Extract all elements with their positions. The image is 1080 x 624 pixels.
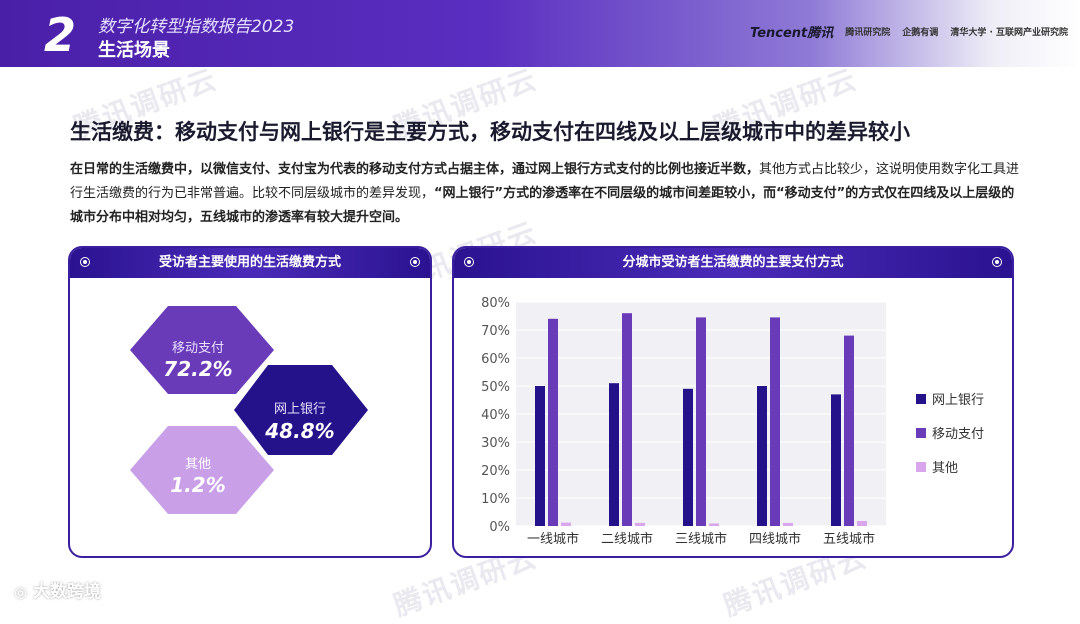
bar-mobile-payment xyxy=(548,318,558,526)
section-number: 2 xyxy=(44,8,77,62)
y-tick-label: 80% xyxy=(481,296,510,311)
bar-other xyxy=(561,522,571,526)
legend-swatch xyxy=(916,462,926,472)
hex-value-other: 1.2% xyxy=(170,473,225,497)
hex-other xyxy=(130,426,274,514)
bar-chart: 0% 10% 20% 30% 40% 50% 60% 70% 80% 一线城市 二线城市 三线城市 四线… xyxy=(481,296,984,547)
tencent-logo: Tencent腾讯 xyxy=(750,26,834,41)
hex-label-other: 其他 xyxy=(185,457,211,472)
legend-label: 其他 xyxy=(932,461,958,476)
tencent-research-logo: 腾讯研究院 xyxy=(845,28,891,38)
hexagon-graphic: 移动支付 72.2% 网上银行 48.8% 其他 1.2% xyxy=(130,306,368,514)
hex-label-online: 网上银行 xyxy=(274,402,326,417)
bar-mobile-payment xyxy=(696,317,706,526)
y-tick-label: 10% xyxy=(481,492,510,507)
summary-paragraph: 在日常的生活缴费中，以微信支付、支付宝为代表的移动支付方式占据主体，通过网上银行… xyxy=(70,158,1024,230)
bar-other xyxy=(783,522,793,526)
y-tick-label: 40% xyxy=(481,408,510,423)
bullet-icon xyxy=(992,257,1002,267)
y-tick-label: 70% xyxy=(481,324,510,339)
tsinghua-logo: 清华大学 · 互联网产业研究院 xyxy=(950,28,1068,38)
bar-online-banking xyxy=(757,386,767,526)
partner-logos: Tencent腾讯 腾讯研究院 企鹅有调 清华大学 · 互联网产业研究院 xyxy=(750,22,1068,41)
x-tick-label: 三线城市 xyxy=(675,531,727,547)
y-tick-label: 60% xyxy=(481,352,510,367)
hex-mobile-payment xyxy=(130,306,274,394)
bar-mobile-payment xyxy=(622,313,632,526)
legend-label: 网上银行 xyxy=(932,393,984,408)
x-tick-label: 四线城市 xyxy=(749,531,801,547)
bar-other xyxy=(709,523,719,526)
summary-bold-1: 在日常的生活缴费中，以微信支付、支付宝为代表的移动支付方式占据主体，通过网上银行… xyxy=(70,162,760,177)
bullet-icon xyxy=(464,257,474,267)
legend-swatch xyxy=(916,428,926,438)
summary-text: 其他方式占比较少，这说明使用数字化工具进行生活缴费的行为已非常普遍。比较不同层级… xyxy=(70,162,1020,201)
footer-brand-text: 大数跨境 xyxy=(33,582,102,602)
legend-label: 移动支付 xyxy=(932,427,984,442)
payment-method-panel: 受访者主要使用的生活缴费方式 移动支付 72.2% 网上银行 48.8% 其他 … xyxy=(68,246,432,558)
legend-swatch xyxy=(916,394,926,404)
bullet-icon xyxy=(410,257,420,267)
summary-bold-2: “网上银行”方式的渗透率在不同层级的城市间差距较小，而“移动支付”的方式仅在四线… xyxy=(70,186,1015,225)
report-title: 数字化转型指数报告2023 xyxy=(98,17,295,37)
bar-online-banking xyxy=(535,386,545,526)
brand-icon: ◎ xyxy=(14,583,28,601)
right-panel-title: 分城市受访者生活缴费的主要支付方式 xyxy=(454,248,1012,278)
bar-mobile-payment xyxy=(844,335,854,526)
bar-mobile-payment xyxy=(770,317,780,526)
hex-value-online: 48.8% xyxy=(264,419,334,443)
bullet-icon xyxy=(80,257,90,267)
footer-brand: ◎ 大数跨境 xyxy=(14,577,101,602)
header-bar: 2 数字化转型指数报告2023 生活场景 Tencent腾讯 腾讯研究院 企鹅有… xyxy=(0,0,1080,67)
slide-headline: 生活缴费：移动支付与网上银行是主要方式，移动支付在四线及以上层级城市中的差异较小 xyxy=(70,120,910,144)
bar-online-banking xyxy=(609,383,619,526)
bar-online-banking xyxy=(683,388,693,526)
left-panel-title: 受访者主要使用的生活缴费方式 xyxy=(70,248,430,278)
bar-other xyxy=(857,520,867,526)
x-tick-label: 一线城市 xyxy=(527,531,579,547)
hex-value-mobile: 72.2% xyxy=(163,357,232,381)
y-tick-label: 30% xyxy=(481,436,510,451)
y-tick-label: 50% xyxy=(481,380,510,395)
hex-label-mobile: 移动支付 xyxy=(172,341,224,356)
hex-online-banking xyxy=(234,365,368,455)
penguin-survey-logo: 企鹅有调 xyxy=(902,28,939,38)
y-tick-label: 20% xyxy=(481,464,510,479)
y-tick-label: 0% xyxy=(489,520,510,535)
section-name: 生活场景 xyxy=(98,40,170,61)
bar-online-banking xyxy=(831,394,841,526)
bar-other xyxy=(635,522,645,526)
x-tick-label: 二线城市 xyxy=(601,531,653,547)
x-tick-label: 五线城市 xyxy=(823,531,875,547)
city-tier-panel: 分城市受访者生活缴费的主要支付方式 0% 10% 20% 30% 40% 50% 60% 70… xyxy=(452,246,1014,558)
